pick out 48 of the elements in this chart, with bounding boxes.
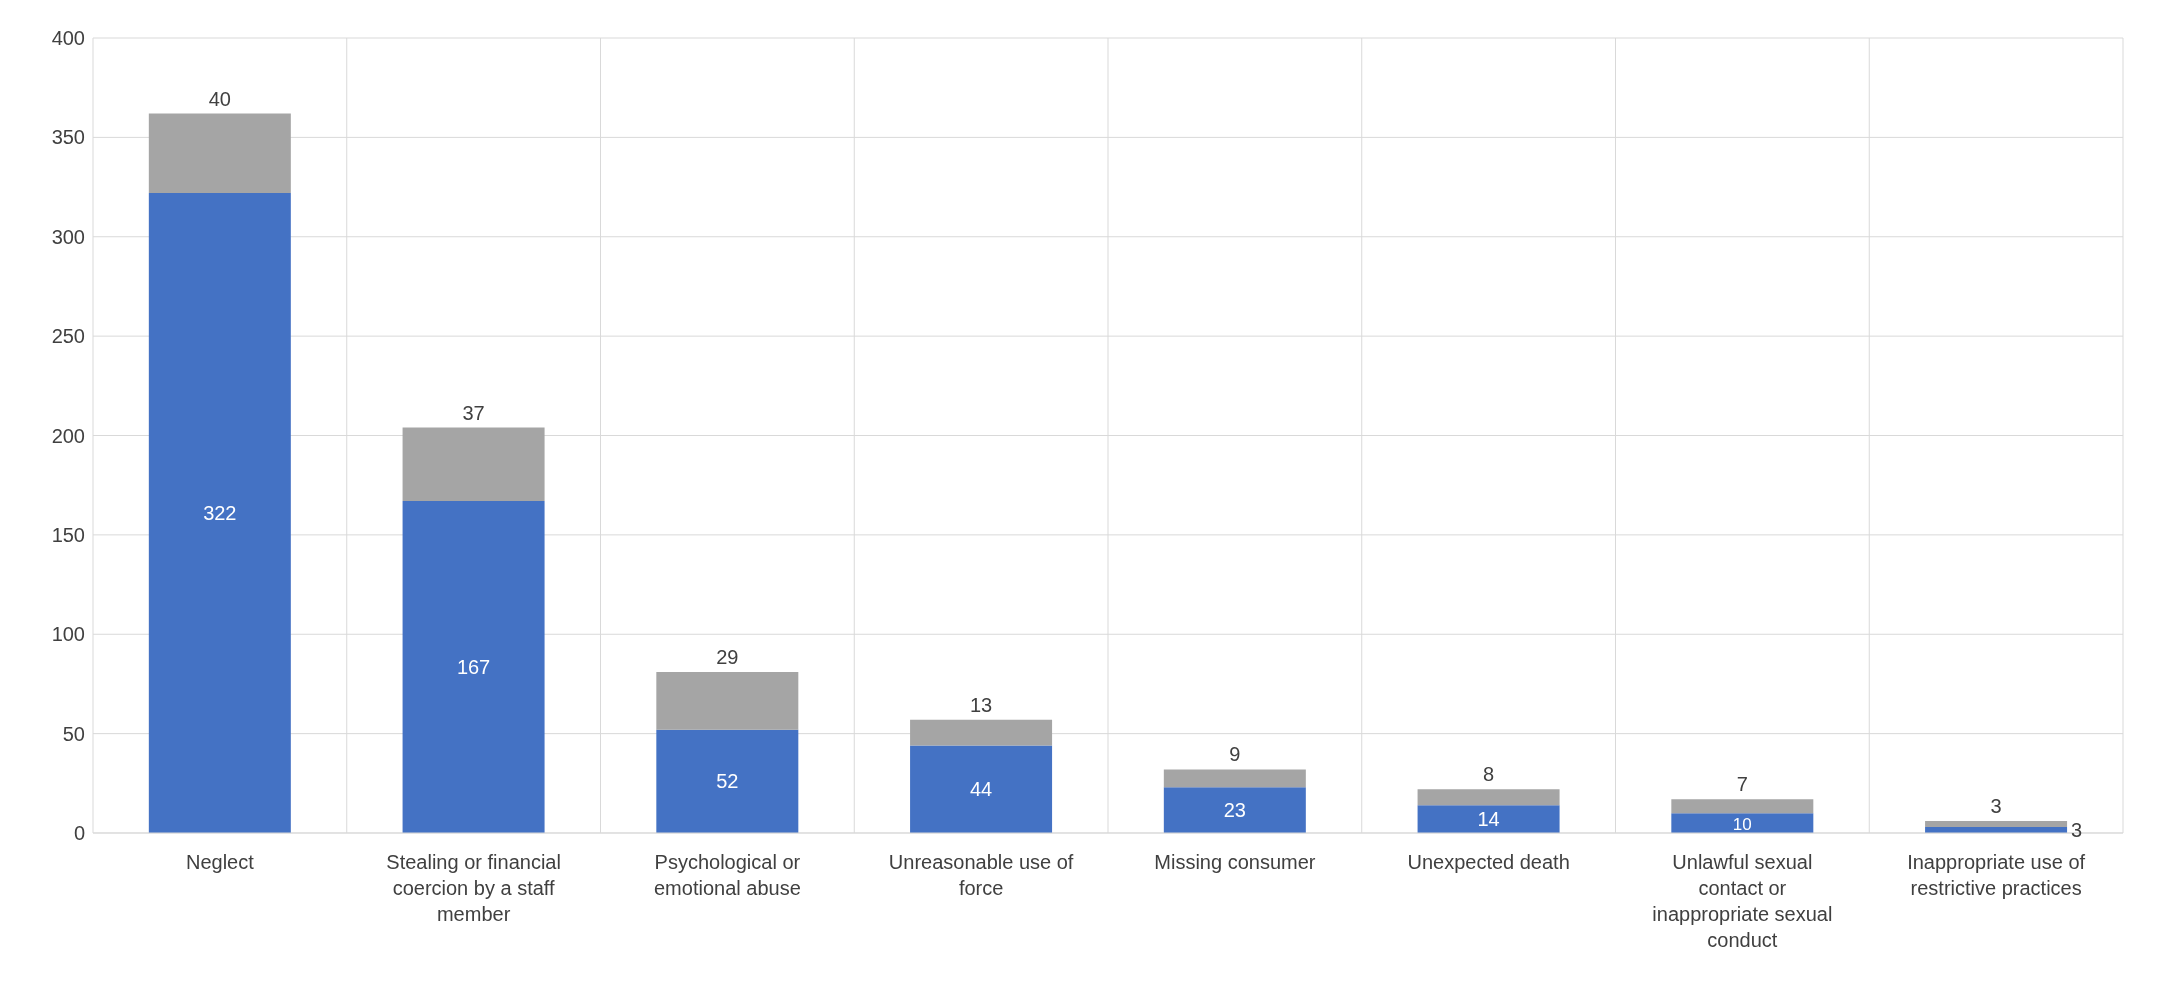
data-label: 9 — [1229, 743, 1241, 766]
bar — [910, 745, 1053, 833]
bar — [1417, 789, 1560, 806]
data-label: 40 — [208, 87, 231, 110]
y-tick-label: 350 — [51, 126, 85, 149]
data-label: 44 — [969, 778, 993, 801]
y-tick-label: 0 — [73, 822, 85, 845]
x-tick-label: Inappropriate use of restrictive practices — [1907, 851, 2086, 899]
data-label: 167 — [456, 656, 491, 679]
y-tick-label: 100 — [51, 623, 85, 646]
x-tick-label: Stealing or financial coercion by a staff member — [386, 851, 561, 925]
y-tick-label: 300 — [51, 225, 85, 248]
data-label: 10 — [1732, 815, 1752, 835]
bar — [1671, 799, 1814, 814]
x-tick-label: Psychological or emotional abuse — [653, 851, 801, 899]
data-label: 3 — [1990, 795, 2002, 818]
x-tick-label: Unexpected death — [1407, 851, 1570, 873]
bar — [656, 672, 799, 730]
bar — [656, 729, 799, 833]
bar — [148, 113, 291, 194]
bar — [1163, 769, 1306, 788]
data-label: 8 — [1483, 763, 1495, 786]
x-tick-label: Unlawful sexual contact or inappropriate sexual conduct — [1652, 851, 1833, 951]
x-tick-label: Missing consumer — [1154, 851, 1316, 873]
x-tick-label: Neglect — [185, 851, 255, 873]
data-label: 13 — [969, 693, 993, 716]
bar — [1925, 821, 2068, 828]
data-label: 23 — [1223, 799, 1246, 822]
data-label: 52 — [716, 770, 739, 793]
data-label: 7 — [1736, 773, 1748, 796]
y-tick-label: 50 — [62, 722, 85, 745]
bar — [402, 501, 545, 833]
data-label: 37 — [462, 401, 485, 424]
data-label: 14 — [1477, 808, 1500, 831]
x-tick-label: Unreasonable use of force — [888, 851, 1074, 899]
data-label: 29 — [716, 646, 739, 669]
data-label: 322 — [203, 502, 237, 525]
bar — [402, 427, 545, 502]
y-tick-label: 200 — [51, 424, 85, 447]
data-label: 3 — [2071, 819, 2083, 842]
y-tick-label: 400 — [51, 27, 85, 50]
y-tick-label: 250 — [51, 325, 85, 348]
y-tick-label: 150 — [51, 523, 85, 546]
bar — [1417, 805, 1560, 833]
bar — [1163, 787, 1306, 833]
bar — [1671, 813, 1814, 833]
bar — [148, 193, 291, 833]
bar — [910, 719, 1053, 746]
